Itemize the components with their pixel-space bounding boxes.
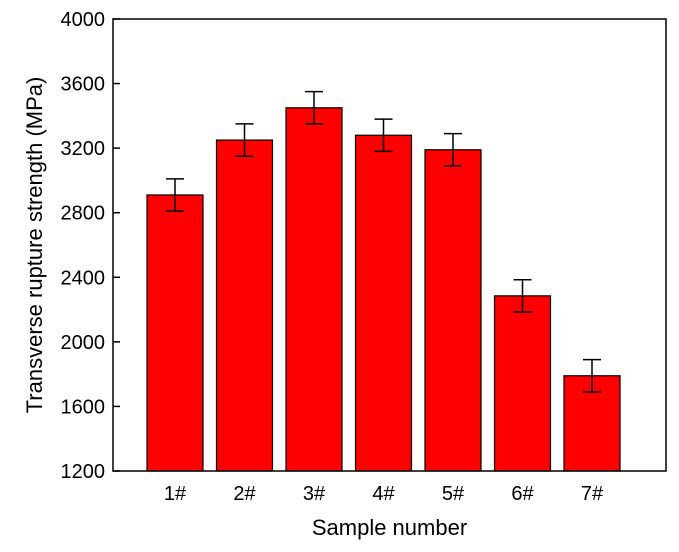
bar <box>354 134 413 472</box>
y-tick-label: 2800 <box>61 203 106 225</box>
x-tick-label: 6# <box>511 483 534 505</box>
x-tick-label: 1# <box>164 483 187 505</box>
x-tick-label: 5# <box>442 483 465 505</box>
error-bar <box>374 118 393 153</box>
bar <box>424 149 482 472</box>
error-bar <box>513 278 532 313</box>
bar <box>146 194 204 472</box>
error-bar <box>166 178 184 212</box>
y-tick-label: 1600 <box>61 396 106 418</box>
bar <box>215 139 274 472</box>
x-tick-label: 4# <box>372 483 395 505</box>
error-bar <box>235 123 254 157</box>
y-tick-label: 3600 <box>61 74 106 96</box>
y-axis-ticks <box>113 18 120 472</box>
y-tick-label: 2000 <box>61 332 106 354</box>
y-tick-label: 3200 <box>61 138 106 160</box>
bars <box>146 107 621 472</box>
y-axis-label: Transverse rupture strength (MPa) <box>22 77 47 414</box>
error-bars <box>166 90 601 393</box>
x-axis-label: Sample number <box>312 515 467 540</box>
y-tick-label: 4000 <box>61 9 106 31</box>
bar <box>285 107 343 472</box>
x-axis-tick-labels: 1# 2# 3# 4# 5# 6# 7# <box>164 483 604 505</box>
y-tick-label: 1200 <box>61 461 106 483</box>
error-bar <box>444 132 462 167</box>
plot-frame <box>112 18 667 472</box>
x-tick-label: 3# <box>303 483 326 505</box>
error-bar <box>305 90 323 125</box>
error-bar <box>583 358 601 393</box>
y-axis-tick-labels: 1200 1600 2000 2400 2800 3200 3600 4000 <box>61 9 106 483</box>
x-tick-label: 2# <box>233 483 256 505</box>
bar <box>493 295 552 472</box>
y-tick-label: 2400 <box>61 267 106 289</box>
x-tick-label: 7# <box>581 483 604 505</box>
